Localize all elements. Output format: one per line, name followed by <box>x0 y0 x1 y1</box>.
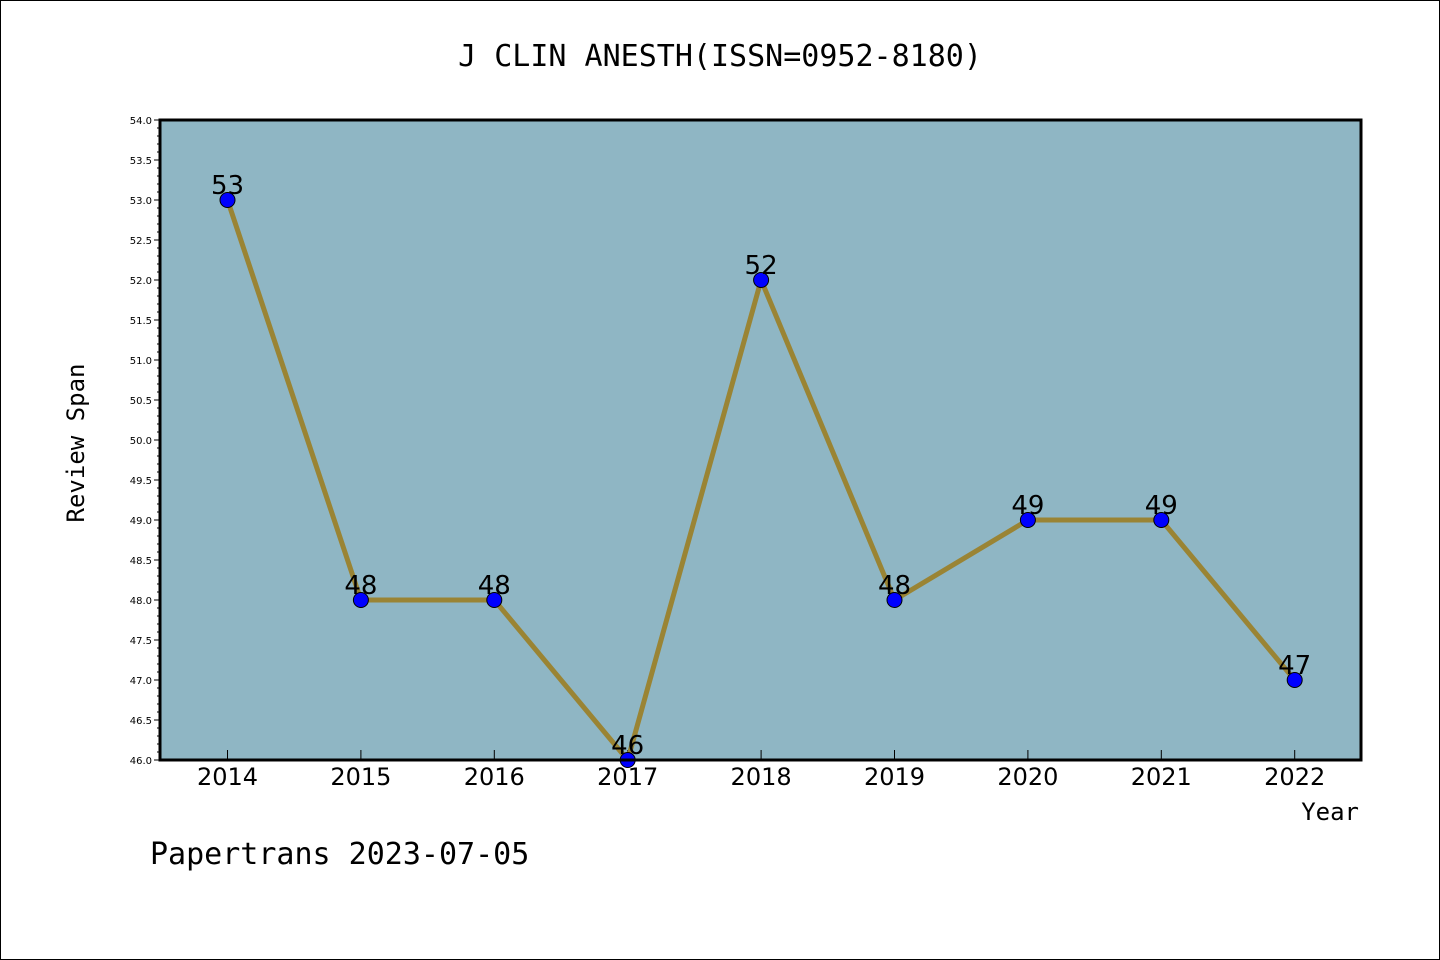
y-tick-label: 53.5 <box>130 156 152 167</box>
y-axis: 46.0 46.5 47.0 47.5 48.0 48.5 49.0 49.5 50.0 50.5… <box>130 116 160 767</box>
y-tick-label: 46.5 <box>130 716 152 727</box>
data-label: 47 <box>1278 651 1311 681</box>
y-tick-label: 52.0 <box>130 276 152 287</box>
y-tick-label: 49.0 <box>130 516 152 527</box>
x-tick-label: 2018 <box>731 763 792 791</box>
data-point <box>753 272 770 288</box>
data-point <box>1153 512 1170 528</box>
data-label: 48 <box>878 571 911 601</box>
y-tick-label: 46.0 <box>130 756 152 767</box>
y-tick-label: 51.5 <box>130 316 152 327</box>
x-tick-label: 2020 <box>997 763 1058 791</box>
plot-area <box>160 120 1361 760</box>
data-point <box>1019 512 1036 528</box>
y-tick-label: 48.0 <box>130 596 152 607</box>
y-tick-label: 51.0 <box>130 356 152 367</box>
y-tick-label: 47.5 <box>130 636 152 647</box>
y-tick-label: 49.5 <box>130 476 152 487</box>
y-tick-label: 54.0 <box>130 116 152 127</box>
x-tick-label: 2015 <box>330 763 391 791</box>
data-point <box>352 592 369 608</box>
x-tick-label: 2022 <box>1264 763 1325 791</box>
x-tick-label: 2019 <box>864 763 925 791</box>
data-label: 49 <box>1145 491 1178 521</box>
data-point <box>886 592 903 608</box>
footer-note: Papertrans 2023-07-05 <box>150 837 529 872</box>
x-tick-label: 2014 <box>197 763 258 791</box>
y-tick-label: 48.5 <box>130 556 152 567</box>
x-tick-label: 2021 <box>1131 763 1192 791</box>
series-review-span: 53 48 48 46 52 48 49 49 47 <box>211 171 1311 768</box>
plot-border <box>158 118 1363 762</box>
chart-title: J CLIN ANESTH(ISSN=0952-8180) <box>458 39 982 74</box>
data-label: 49 <box>1011 491 1044 521</box>
data-point <box>486 592 503 608</box>
data-label: 53 <box>211 171 244 201</box>
data-point <box>1286 672 1303 688</box>
y-tick-label: 47.0 <box>130 676 152 687</box>
data-point <box>219 192 236 208</box>
y-tick-label: 53.0 <box>130 196 152 207</box>
data-label: 48 <box>478 571 511 601</box>
x-axis: 2014 2015 2016 2017 2018 2019 2020 2021 2022 <box>197 750 1325 791</box>
data-label: 52 <box>745 251 778 281</box>
y-tick-label: 50.5 <box>130 396 152 407</box>
y-axis-label: Review Span <box>62 364 90 523</box>
y-tick-label: 50.0 <box>130 436 152 447</box>
data-label: 46 <box>611 731 644 761</box>
x-axis-label: Year <box>1301 798 1359 826</box>
data-label: 48 <box>344 571 377 601</box>
x-tick-label: 2016 <box>464 763 525 791</box>
y-tick-label: 52.5 <box>130 236 152 247</box>
